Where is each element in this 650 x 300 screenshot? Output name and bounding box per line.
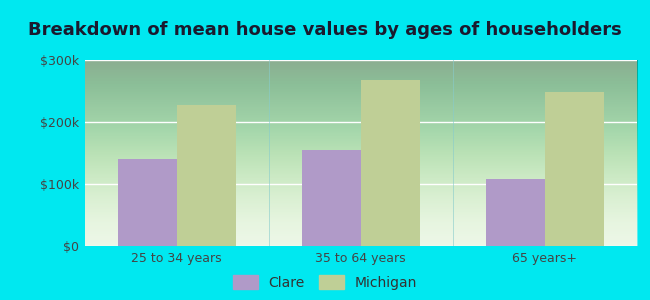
Legend: Clare, Michigan: Clare, Michigan [233,275,417,290]
Bar [545,92,604,246]
Bar [177,105,235,246]
Bar [486,179,545,246]
Bar [302,150,361,246]
Bar [361,80,420,246]
Bar [118,159,177,246]
Text: Breakdown of mean house values by ages of householders: Breakdown of mean house values by ages o… [28,21,622,39]
